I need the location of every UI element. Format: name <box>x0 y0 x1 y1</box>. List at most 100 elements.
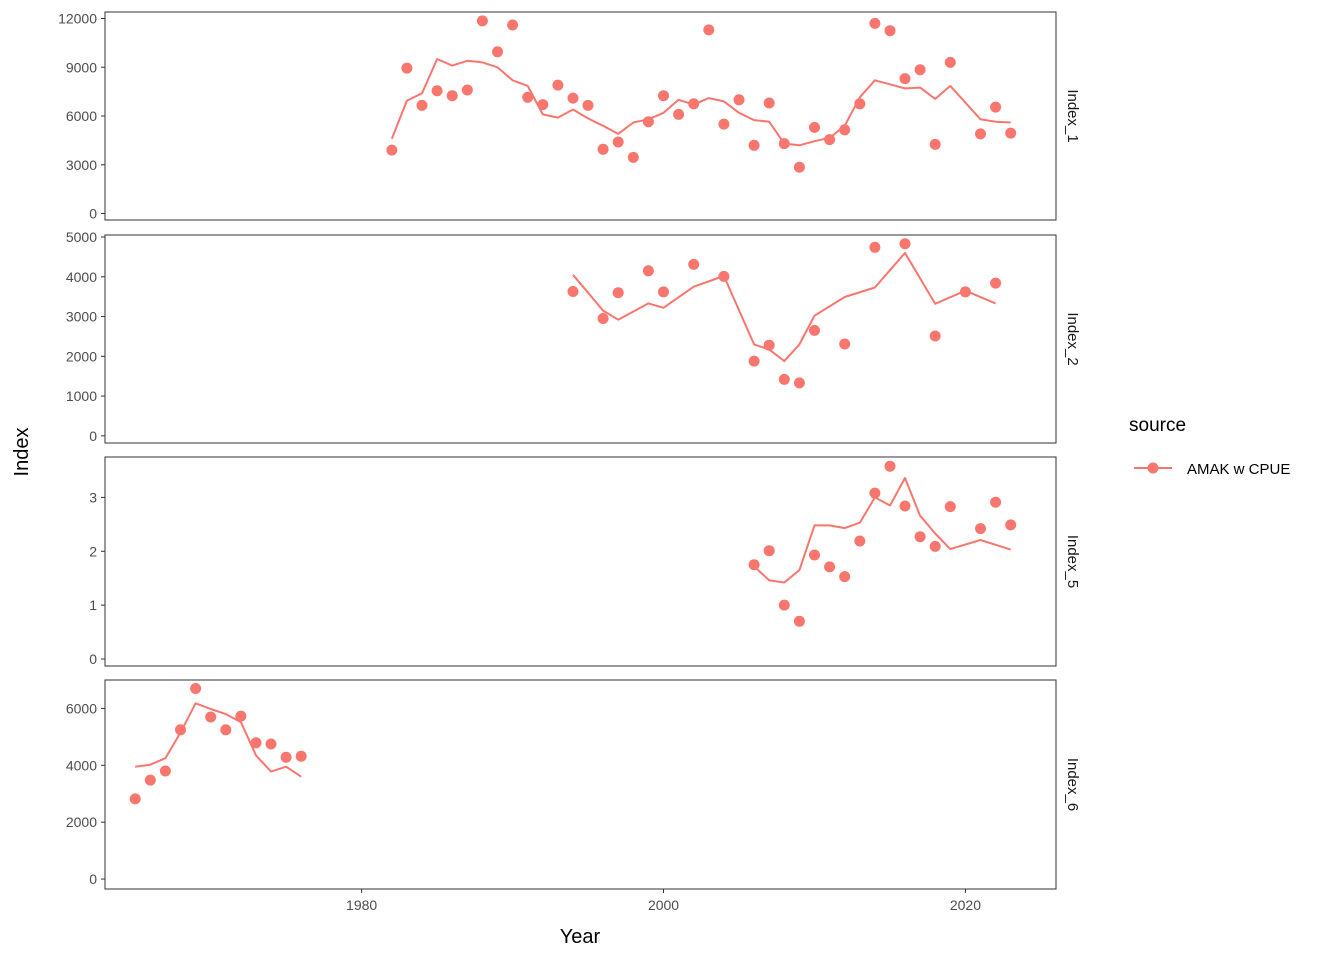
observed-point <box>627 151 639 163</box>
observed-point <box>839 571 851 583</box>
y-tick-label: 2 <box>89 543 97 559</box>
observed-point <box>612 287 624 299</box>
observed-point <box>718 118 730 130</box>
observed-point <box>476 15 488 27</box>
observed-point <box>235 710 247 722</box>
observed-point <box>944 501 956 513</box>
observed-point <box>839 124 851 136</box>
observed-point <box>492 46 503 58</box>
observed-point <box>778 138 790 150</box>
observed-point <box>914 64 926 76</box>
observed-point <box>748 355 760 367</box>
observed-point <box>220 724 232 736</box>
observed-point <box>809 549 820 561</box>
panel-index-1: 0 3000 6000 9000 12000 Index_1 <box>58 11 1081 222</box>
observed-point <box>175 724 186 736</box>
observed-point <box>748 559 760 571</box>
x-axis-title: Year <box>560 926 601 948</box>
panel-border <box>104 679 1057 890</box>
y-tick-label: 3000 <box>66 309 97 325</box>
observed-point <box>809 324 820 336</box>
legend: source AMAK w CPUE <box>1129 415 1290 478</box>
observed-point <box>537 99 549 111</box>
panel-border <box>104 11 1057 221</box>
observed-point <box>990 101 1002 113</box>
y-tick-label: 12000 <box>58 11 97 27</box>
observed-point <box>280 751 292 763</box>
y-tick-label: 0 <box>89 206 97 222</box>
x-tick-label: 1980 <box>346 897 377 913</box>
observed-point <box>1005 127 1017 139</box>
observed-point <box>658 90 669 102</box>
x-axis: 1980 2000 2020 <box>346 889 981 913</box>
observed-point <box>899 238 911 250</box>
panel-strip-label: Index_5 <box>1064 535 1081 588</box>
observed-point <box>809 121 820 133</box>
observed-point <box>431 85 443 97</box>
observed-point <box>673 108 685 120</box>
observed-point <box>1005 519 1017 531</box>
y-tick-label: 3000 <box>66 157 97 173</box>
panel-border <box>104 234 1057 444</box>
observed-point <box>144 774 156 786</box>
observed-point <box>597 313 609 324</box>
observed-point <box>461 84 473 96</box>
panel-strip-label: Index_2 <box>1064 312 1081 365</box>
legend-key-point <box>1147 462 1159 474</box>
observed-point <box>839 338 851 350</box>
y-tick-label: 1000 <box>66 388 97 404</box>
observed-point <box>567 92 579 104</box>
observed-point <box>884 25 896 37</box>
fitted-line <box>135 702 302 778</box>
observed-point <box>205 711 217 723</box>
observed-point <box>688 98 700 110</box>
observed-point <box>748 139 760 151</box>
observed-point <box>975 523 986 535</box>
panel-index-5: 0 1 2 3 Index_5 <box>89 456 1081 667</box>
observed-point <box>944 56 956 68</box>
observed-point <box>763 339 775 351</box>
observed-point <box>929 330 941 342</box>
observed-point <box>824 561 836 573</box>
y-tick-label: 0 <box>89 428 97 444</box>
y-tick-label: 0 <box>89 871 97 887</box>
observed-point <box>597 143 609 155</box>
observed-point <box>642 265 654 277</box>
y-tick-label: 9000 <box>66 59 97 75</box>
observed-point <box>522 91 534 103</box>
panel-strip-label: Index_1 <box>1064 89 1081 142</box>
y-tick-label: 6000 <box>66 108 97 124</box>
observed-point <box>929 138 941 150</box>
observed-point <box>416 99 428 111</box>
y-tick-label: 2000 <box>66 348 97 364</box>
observed-point <box>507 19 519 31</box>
observed-point <box>884 460 896 472</box>
observed-point <box>793 377 805 389</box>
observed-point <box>265 738 277 750</box>
y-tick-label: 4000 <box>66 757 97 773</box>
observed-point <box>688 258 700 270</box>
y-axis-title: Index <box>11 428 33 477</box>
observed-point <box>612 136 624 148</box>
observed-point <box>763 545 775 557</box>
observed-point <box>854 98 866 110</box>
y-tick-label: 6000 <box>66 700 97 716</box>
observed-point <box>446 90 458 102</box>
observed-point <box>899 73 911 85</box>
observed-point <box>129 793 141 805</box>
observed-point <box>582 99 594 111</box>
x-tick-label: 2020 <box>950 897 981 913</box>
legend-title: source <box>1129 415 1186 436</box>
panel-index-6: 0 2000 4000 6000 Index_6 <box>66 679 1081 890</box>
observed-point <box>733 94 745 106</box>
observed-point <box>190 683 202 694</box>
observed-point <box>990 277 1002 289</box>
observed-point <box>854 535 866 547</box>
panel-strip-label: Index_6 <box>1064 758 1081 811</box>
panel-border <box>104 456 1057 667</box>
observed-point <box>914 531 926 543</box>
legend-entry-label: AMAK w CPUE <box>1187 461 1290 478</box>
x-tick-label: 2000 <box>648 897 679 913</box>
panels: 0 3000 6000 9000 12000 Index_1 0 1000 2000 3000 40… <box>58 11 1081 890</box>
